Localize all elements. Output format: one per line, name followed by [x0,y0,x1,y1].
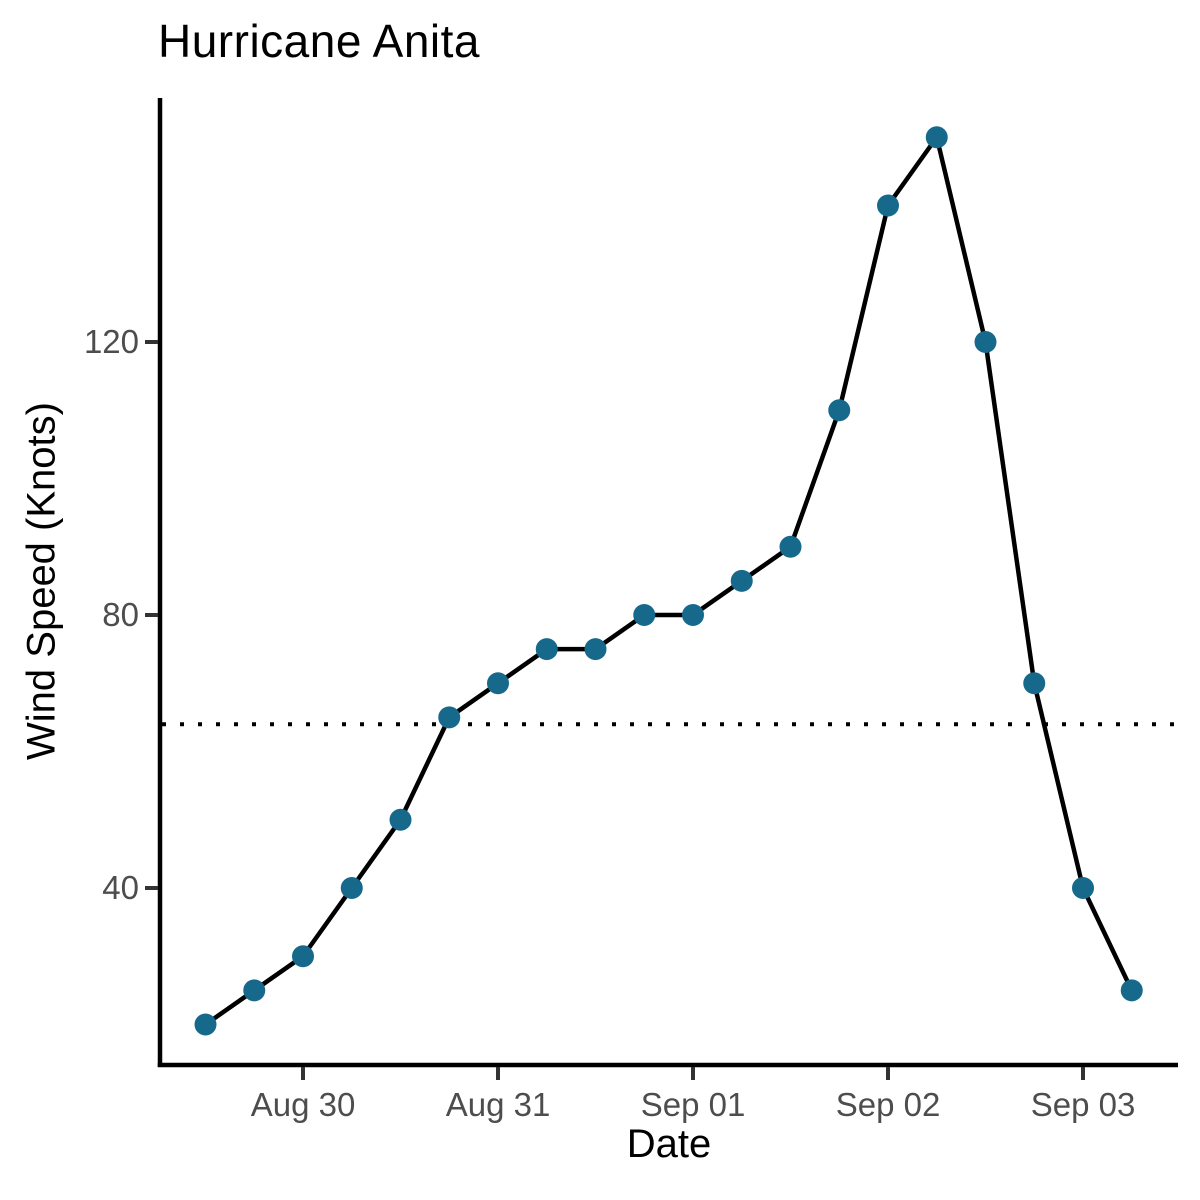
data-point [730,569,753,592]
data-point [828,399,851,422]
data-point [1072,877,1094,899]
data-point [779,535,802,558]
y-tick-label: 80 [102,596,139,633]
data-point [1120,979,1143,1002]
y-tick-label: 40 [102,869,139,906]
x-tick-label: Sep 02 [836,1086,941,1123]
x-tick-label: Sep 01 [641,1086,746,1123]
data-point [487,672,509,695]
data-point [340,877,363,899]
data-point [877,194,899,217]
data-point [974,331,997,353]
x-axis-title: Date [626,1122,712,1166]
data-point [535,638,558,661]
x-tick-label: Aug 30 [251,1086,356,1123]
data-point [292,945,314,968]
data-point [584,638,607,661]
y-tick-label: 120 [84,323,139,360]
data-point [389,808,412,831]
y-axis-title: Wind Speed (Knots) [19,402,64,760]
data-point [633,604,656,626]
chart-title: Hurricane Anita [158,15,480,67]
data-point [1023,672,1046,695]
data-point [243,979,266,1002]
x-tick-label: Aug 31 [446,1086,551,1123]
data-point [438,706,461,729]
data-point [194,1013,217,1036]
wind-speed-line [204,135,1134,1027]
data-point [682,604,704,626]
data-point [925,126,948,149]
x-tick-label: Sep 03 [1031,1086,1136,1123]
